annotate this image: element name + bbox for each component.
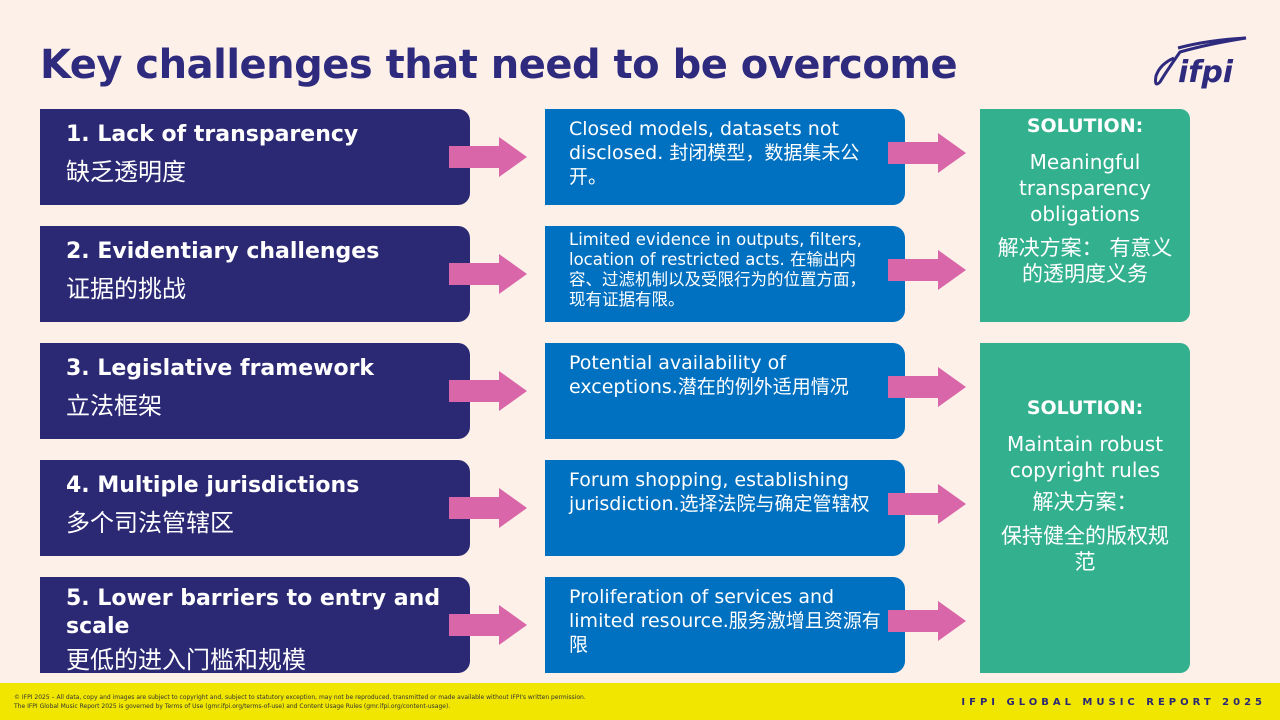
solution-text-en: Meaningful transparency obligations — [1019, 150, 1151, 226]
arrow-right-icon — [449, 137, 527, 177]
challenge-box: 5. Lower barriers to entry and scale 更低的进… — [40, 577, 470, 674]
svg-text:ifpi: ifpi — [1178, 55, 1234, 90]
challenge-box: 1. Lack of transparency 缺乏透明度 — [40, 109, 470, 205]
arrow-right-icon — [888, 601, 966, 641]
solution-box-transparency: SOLUTION: Meaningful transparency obliga… — [980, 109, 1190, 322]
solution-heading: SOLUTION: — [1026, 115, 1144, 137]
challenge-detail-box: Limited evidence in outputs, filters, lo… — [545, 226, 905, 322]
challenge-box: 2. Evidentiary challenges 证据的挑战 — [40, 226, 470, 322]
challenge-detail: Closed models, datasets not disclosed. 封… — [569, 118, 860, 188]
solution-box-copyright: SOLUTION: Maintain robust copyright rule… — [980, 343, 1190, 673]
solution-text-zh-2: 保持健全的版权规范 — [1001, 524, 1169, 574]
challenge-detail-box: Proliferation of services and limited re… — [545, 577, 905, 673]
arrow-right-icon — [888, 133, 966, 173]
page-title: Key challenges that need to be overcome — [40, 42, 958, 88]
arrow-right-icon — [449, 371, 527, 411]
copyright-notice: © IFPI 2025 – All data, copy and images … — [14, 693, 586, 711]
arrow-right-icon — [449, 605, 527, 645]
arrow-right-icon — [449, 254, 527, 294]
challenge-title: 1. Lack of transparency — [66, 122, 359, 147]
challenge-detail: Forum shopping, establishing jurisdictio… — [569, 469, 870, 515]
challenge-title: 3. Legislative framework — [66, 356, 375, 381]
challenge-title-zh: 多个司法管辖区 — [66, 509, 234, 537]
arrow-right-icon — [888, 484, 966, 524]
challenge-detail-box: Closed models, datasets not disclosed. 封… — [545, 109, 905, 205]
challenge-title: 2. Evidentiary challenges — [66, 239, 380, 264]
challenge-detail-box: Forum shopping, establishing jurisdictio… — [545, 460, 905, 556]
report-brand: IFPI GLOBAL MUSIC REPORT 2025 — [961, 697, 1266, 708]
challenge-title: 5. Lower barriers to entry and scale — [66, 586, 441, 639]
challenge-box: 4. Multiple jurisdictions 多个司法管辖区 — [40, 460, 470, 556]
solution-text-zh: 解决方案： 有意义的透明度义务 — [997, 236, 1173, 286]
terms-line: The IFPI Global Music Report 2025 is gov… — [14, 703, 451, 710]
arrow-right-icon — [888, 250, 966, 290]
arrow-right-icon — [888, 367, 966, 407]
challenge-title: 4. Multiple jurisdictions — [66, 473, 360, 498]
copyright-line: © IFPI 2025 – All data, copy and images … — [14, 694, 586, 701]
ifpi-logo: ifpi — [1154, 36, 1247, 90]
footer: © IFPI 2025 – All data, copy and images … — [0, 683, 1280, 720]
challenge-detail: Limited evidence in outputs, filters, lo… — [569, 230, 866, 309]
challenge-title-zh: 缺乏透明度 — [66, 158, 186, 186]
challenge-box: 3. Legislative framework 立法框架 — [40, 343, 470, 439]
challenge-title-zh: 更低的进入门槛和规模 — [66, 646, 306, 674]
challenge-title-zh: 证据的挑战 — [66, 275, 186, 303]
solution-text-zh: 解决方案： — [1032, 490, 1138, 514]
challenge-detail-box: Potential availability of exceptions.潜在的… — [545, 343, 905, 439]
solution-heading: SOLUTION: — [1026, 397, 1144, 419]
challenge-detail: Potential availability of exceptions.潜在的… — [569, 352, 849, 398]
solution-text-en: Maintain robust copyright rules — [1006, 432, 1164, 482]
challenge-title-zh: 立法框架 — [66, 392, 162, 420]
arrow-right-icon — [449, 488, 527, 528]
challenge-detail: Proliferation of services and limited re… — [569, 586, 881, 656]
